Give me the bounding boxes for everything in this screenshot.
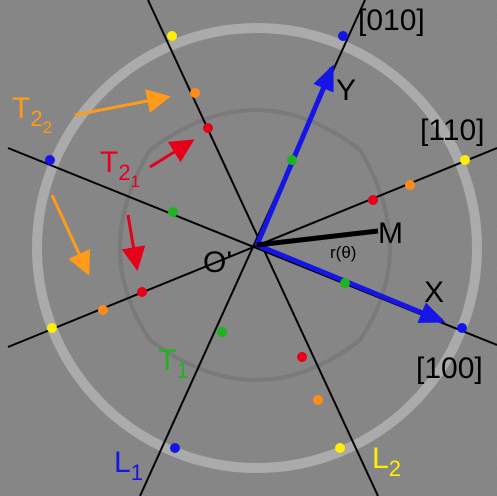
- axis-label: Y: [336, 74, 356, 107]
- radius-label: r(θ): [330, 243, 356, 262]
- label-part: T: [158, 344, 176, 377]
- origin-label: O': [203, 246, 232, 279]
- micrograph: [0, 0, 497, 496]
- direction-label: [010]: [358, 4, 425, 37]
- axis-label: X: [424, 276, 444, 309]
- label-part: L: [114, 446, 131, 479]
- label-part: L: [372, 442, 389, 475]
- label-part: T: [12, 92, 30, 125]
- label-part: 2: [43, 118, 52, 137]
- point-label: M: [378, 217, 403, 250]
- label-part: T: [100, 146, 118, 179]
- label-part: 1: [131, 460, 143, 485]
- label-part: 1: [176, 358, 188, 383]
- label-part: 2: [389, 456, 401, 481]
- direction-label: [110]: [420, 114, 485, 147]
- label-part: 1: [131, 172, 140, 191]
- direction-label: [100]: [416, 352, 483, 385]
- label-part: 2: [30, 106, 42, 131]
- figure: [010] Y [110] M r(θ) O' X [100] T22 T21 …: [0, 0, 497, 496]
- label-part: 2: [118, 160, 130, 185]
